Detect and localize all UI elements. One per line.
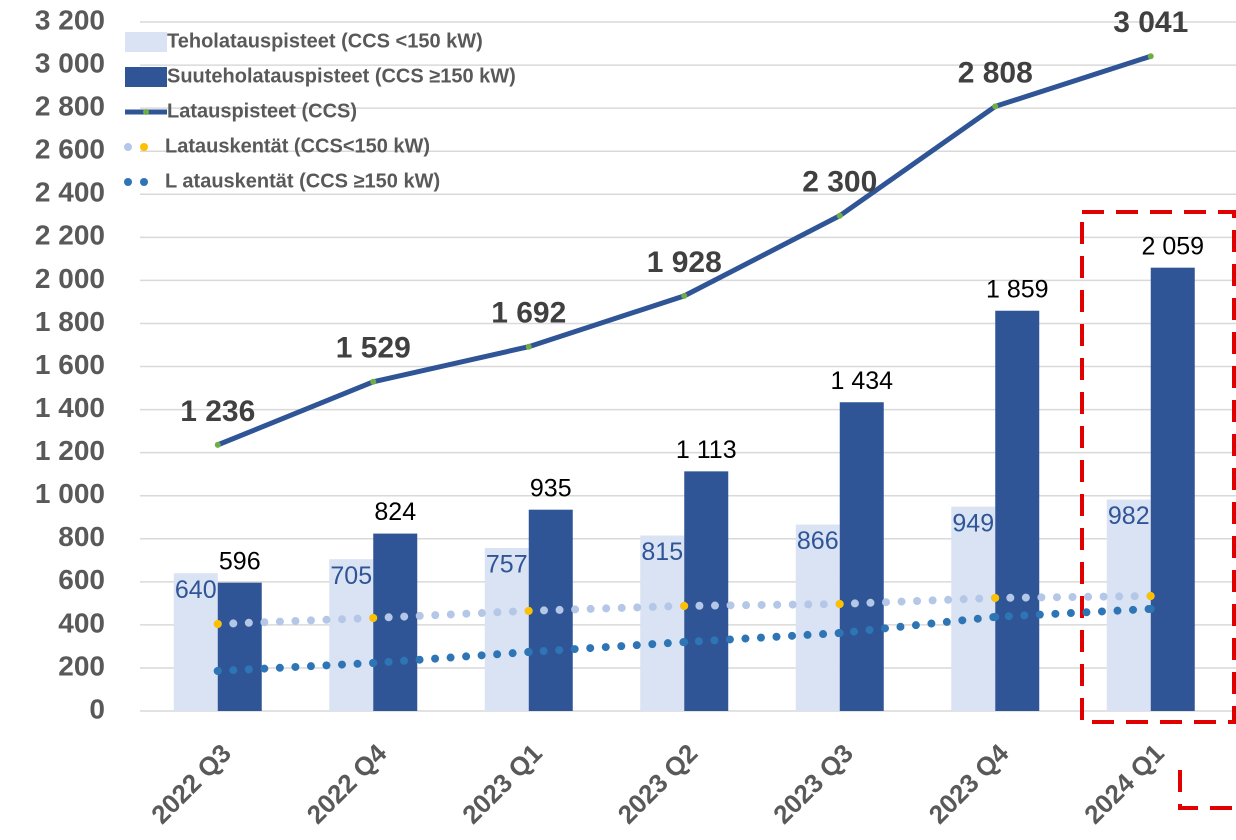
highlight-box-fragment — [1178, 770, 1236, 810]
line-marker — [992, 103, 999, 110]
data-label: 640 — [175, 576, 217, 604]
line-marker — [1147, 53, 1154, 60]
data-label: 705 — [330, 562, 372, 590]
dotted-marker — [213, 620, 222, 629]
data-label: 757 — [486, 551, 528, 579]
data-label: 1 859 — [986, 275, 1049, 303]
bar — [484, 548, 529, 711]
data-label: 3 041 — [1113, 6, 1188, 39]
line-marker — [214, 441, 221, 448]
data-label: 815 — [641, 538, 683, 566]
y-tick-label: 0 — [89, 693, 105, 724]
y-tick-label: 1 000 — [35, 478, 105, 509]
y-tick-label: 3 200 — [35, 4, 105, 35]
data-label: 1 692 — [491, 297, 566, 330]
x-tick-label: 2023 Q4 — [923, 738, 1015, 830]
legend-swatch — [143, 109, 149, 115]
legend-swatch — [125, 32, 167, 52]
data-label: 866 — [797, 527, 839, 555]
dotted-marker — [680, 601, 689, 610]
legend-label: Latauskentät (CCS<150 kW) — [165, 135, 430, 157]
y-tick-label: 800 — [58, 521, 105, 552]
x-tick-label: 2023 Q3 — [767, 738, 859, 830]
y-tick-label: 600 — [58, 564, 105, 595]
y-tick-label: 1 400 — [35, 392, 105, 423]
dotted-marker — [991, 593, 1000, 602]
data-label: 949 — [952, 509, 994, 537]
line-marker — [681, 292, 688, 299]
x-tick-label: 2022 Q4 — [301, 738, 393, 830]
bar — [1106, 499, 1151, 711]
data-label: 1 928 — [647, 246, 722, 279]
data-label: 1 113 — [676, 436, 737, 464]
data-label: 2 300 — [802, 166, 877, 199]
bar — [839, 402, 884, 711]
bar — [173, 573, 218, 711]
legend-swatch — [124, 178, 132, 186]
y-tick-label: 400 — [58, 607, 105, 638]
bar — [217, 582, 262, 711]
bar — [373, 533, 418, 711]
legend-swatch — [124, 143, 132, 151]
dotted-marker — [524, 606, 533, 615]
y-tick-label: 2 600 — [35, 134, 105, 165]
x-tick-label: 2023 Q2 — [612, 738, 704, 830]
data-label: 1 529 — [336, 332, 411, 365]
legend-swatch — [140, 143, 148, 151]
data-label: 935 — [530, 474, 572, 502]
data-label: 1 434 — [830, 367, 893, 395]
dotted-marker — [213, 666, 222, 675]
bar — [951, 506, 996, 711]
line-marker — [370, 378, 377, 385]
y-tick-label: 2 000 — [35, 263, 105, 294]
dotted-marker — [835, 599, 844, 608]
dotted-marker — [835, 629, 844, 638]
y-tick-label: 3 000 — [35, 47, 105, 78]
y-tick-label: 200 — [58, 650, 105, 681]
line-marker — [525, 343, 532, 350]
data-label: 596 — [219, 547, 261, 575]
legend-label: L atauskentät (CCS ≥150 kW) — [165, 170, 440, 192]
dotted-marker — [369, 658, 378, 667]
legend-label: Suuteholatauspisteet (CCS ≥150 kW) — [167, 65, 516, 87]
y-tick-label: 2 200 — [35, 220, 105, 251]
legend-swatch — [140, 178, 148, 186]
bar — [528, 509, 573, 711]
bar — [329, 559, 374, 711]
legend-label: Latauspisteet (CCS) — [167, 100, 357, 122]
bar — [995, 310, 1040, 711]
line-marker — [836, 212, 843, 219]
legend-label: Teholatauspisteet (CCS <150 kW) — [167, 30, 483, 52]
y-tick-label: 2 400 — [35, 177, 105, 208]
bar — [640, 535, 685, 711]
dotted-marker — [1146, 592, 1155, 601]
x-tick-label: 2022 Q3 — [145, 738, 237, 830]
legend-swatch — [125, 67, 167, 87]
y-tick-label: 1 800 — [35, 306, 105, 337]
y-tick-label: 1 600 — [35, 349, 105, 380]
dotted-marker — [369, 613, 378, 622]
bar — [684, 471, 729, 711]
bar — [795, 524, 840, 711]
data-label: 982 — [1108, 502, 1150, 530]
dotted-marker — [524, 648, 533, 657]
y-tick-label: 1 200 — [35, 435, 105, 466]
dotted-marker — [991, 612, 1000, 621]
dotted-marker — [680, 638, 689, 647]
bar — [1150, 267, 1195, 711]
highlight-box — [1080, 210, 1236, 724]
y-tick-label: 2 800 — [35, 91, 105, 122]
data-label: 1 236 — [180, 395, 255, 428]
dotted-marker — [1146, 604, 1155, 613]
data-label: 824 — [374, 498, 416, 526]
x-tick-label: 2023 Q1 — [456, 738, 548, 830]
data-label: 2 059 — [1141, 232, 1204, 260]
x-tick-label: 2024 Q1 — [1078, 738, 1170, 830]
data-label: 2 808 — [958, 56, 1033, 89]
